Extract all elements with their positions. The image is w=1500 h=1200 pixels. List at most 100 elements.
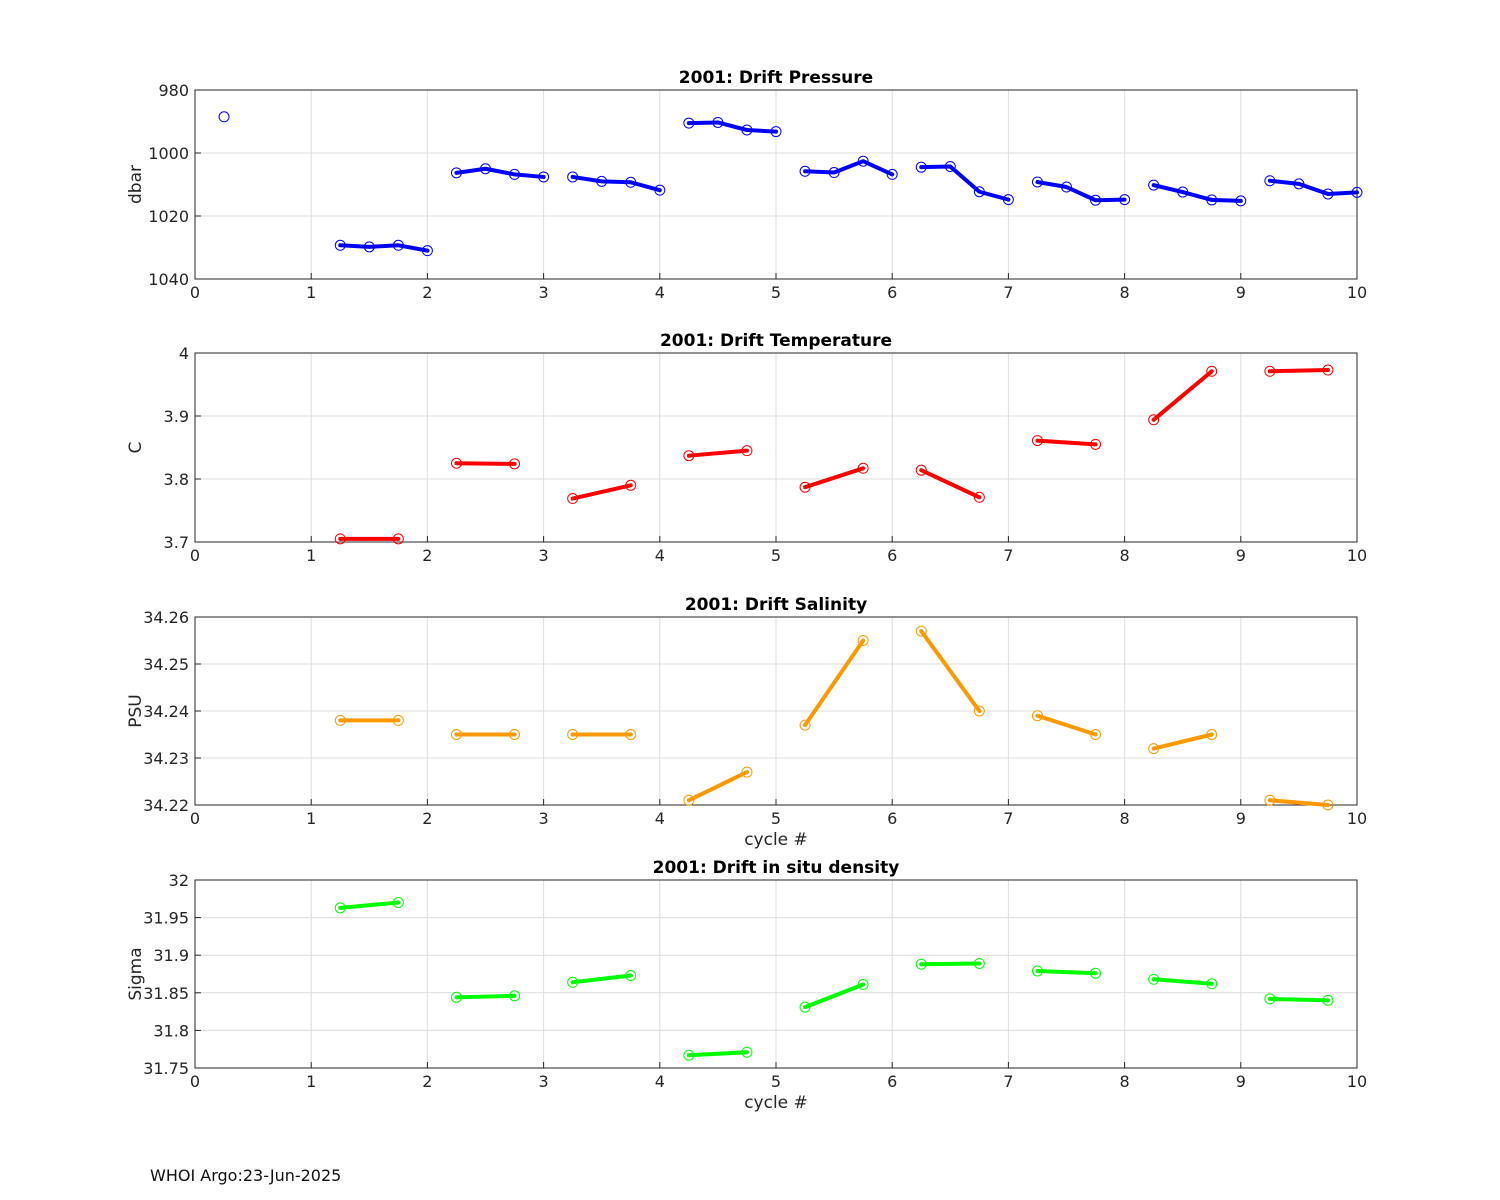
data-point	[1148, 414, 1160, 426]
data-point	[741, 124, 753, 136]
data-line	[686, 1050, 749, 1058]
series-segment-2	[334, 239, 433, 257]
data-line	[1267, 178, 1359, 196]
series-segment-5	[799, 462, 869, 493]
data-point	[1177, 186, 1189, 198]
series-segment-6	[915, 625, 985, 717]
series-segment-8	[1148, 973, 1218, 990]
data-point	[450, 167, 462, 179]
data-point	[741, 445, 753, 457]
chart-title: 2001: Drift Temperature	[660, 331, 892, 351]
x-tick-label: 10	[1347, 283, 1367, 302]
footer-stamp: WHOI Argo:23-Jun-2025	[150, 1166, 342, 1185]
x-tick-label: 8	[1120, 1072, 1130, 1091]
data-point	[1148, 179, 1160, 191]
series-segment-8	[1148, 729, 1218, 755]
data-line	[919, 468, 982, 500]
series-segment-9	[1264, 993, 1334, 1006]
data-point	[421, 245, 433, 257]
data-point	[857, 635, 869, 646]
x-tick-label: 7	[1003, 1072, 1013, 1091]
data-point	[1264, 365, 1276, 377]
x-tick-label: 8	[1120, 809, 1130, 828]
data-point	[857, 979, 869, 991]
data-line	[1035, 968, 1098, 976]
data-point	[857, 462, 869, 474]
x-tick-label: 2	[422, 283, 432, 302]
x-tick-label: 4	[655, 1072, 665, 1091]
x-tick-label: 3	[539, 546, 549, 565]
data-line	[686, 448, 749, 458]
data-line	[803, 982, 866, 1010]
series-segment-1	[334, 714, 404, 726]
x-tick-label: 1	[306, 283, 316, 302]
x-tick-label: 9	[1236, 283, 1246, 302]
chart-title: 2001: Drift Salinity	[685, 595, 867, 615]
series-segment-7	[1031, 435, 1102, 450]
series-segment-7	[1031, 965, 1102, 979]
x-tick-label: 5	[771, 1072, 781, 1091]
data-point	[450, 457, 462, 469]
x-tick-label: 8	[1120, 283, 1130, 302]
data-point	[567, 493, 579, 505]
data-point	[392, 239, 404, 251]
x-tick-label: 7	[1003, 546, 1013, 565]
data-line	[1267, 798, 1330, 807]
data-line	[919, 164, 1011, 202]
x-tick-label: 0	[190, 1072, 200, 1091]
data-point	[1322, 994, 1334, 1006]
data-line	[803, 638, 866, 728]
series-segment-9	[1264, 364, 1334, 377]
data-line	[1151, 732, 1214, 751]
axes-box	[194, 352, 1358, 543]
data-point	[1264, 993, 1276, 1005]
data-point	[1235, 195, 1247, 207]
data-line	[919, 629, 982, 713]
data-point	[1031, 710, 1043, 722]
data-point	[392, 533, 404, 545]
series-segment-9	[1148, 179, 1247, 207]
x-tick-label: 4	[655, 546, 665, 565]
data-point	[1264, 175, 1276, 187]
series-segment-5	[799, 635, 869, 731]
x-tick-label: 0	[190, 546, 200, 565]
x-tick-label: 1	[306, 1072, 316, 1091]
axes-box	[194, 879, 1358, 1069]
data-point	[741, 766, 753, 778]
data-point	[1002, 194, 1014, 206]
x-tick-label: 9	[1236, 809, 1246, 828]
series-segment-2	[450, 990, 521, 1003]
data-point	[509, 990, 521, 1002]
x-axis-label: cycle #	[744, 830, 808, 850]
data-point	[334, 902, 346, 914]
data-line	[1151, 369, 1214, 422]
data-point	[973, 957, 985, 969]
data-line	[803, 159, 895, 177]
x-tick-label: 9	[1236, 1072, 1246, 1091]
y-tick-label: 32	[169, 871, 189, 890]
y-axis-label: Sigma	[126, 947, 146, 1000]
data-point	[915, 625, 927, 637]
series-segment-2	[450, 729, 521, 740]
series-segment-4	[567, 171, 666, 196]
series-segment-7	[915, 161, 1014, 206]
data-point	[450, 729, 462, 740]
data-point	[509, 168, 521, 180]
data-point	[334, 533, 346, 545]
data-line	[338, 900, 401, 910]
series-segment-3	[567, 970, 637, 988]
data-point	[392, 897, 404, 909]
y-tick-label: 34.25	[143, 655, 189, 674]
data-point	[538, 171, 550, 183]
chart-panel-3: 0 1 2 3 4 5 6 7 8 9 10 34.22 34.23 34.24 34.25 34.26 200…	[126, 595, 1367, 850]
x-tick-label: 3	[539, 1072, 549, 1091]
data-point	[567, 976, 579, 988]
data-point	[1031, 965, 1043, 977]
data-point	[944, 161, 956, 173]
x-tick-label: 10	[1347, 1072, 1367, 1091]
data-point	[392, 714, 404, 726]
series-segment-5	[683, 116, 782, 138]
data-point	[334, 239, 346, 251]
series-segment-4	[683, 445, 753, 462]
